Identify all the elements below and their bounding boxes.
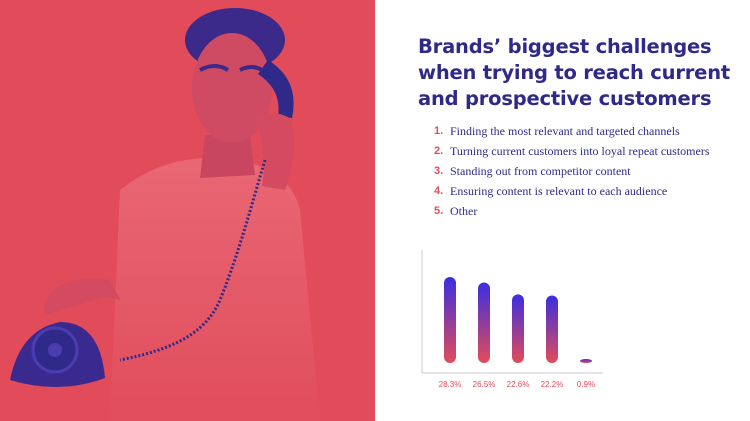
bar-label: 0.9% bbox=[577, 380, 595, 389]
bar-3 bbox=[512, 294, 524, 363]
list-item-number: 5. bbox=[434, 205, 444, 217]
challenge-list: 1. Finding the most relevant and targete… bbox=[434, 124, 720, 224]
list-item-number: 4. bbox=[434, 185, 444, 197]
list-item: 5. Other bbox=[434, 204, 720, 219]
bar-label: 22.6% bbox=[507, 380, 530, 389]
list-item-text: Other bbox=[450, 204, 478, 218]
list-item: 4. Ensuring content is relevant to each … bbox=[434, 184, 720, 199]
list-item-text: Turning current customers into loyal rep… bbox=[450, 144, 710, 158]
bar-1 bbox=[444, 277, 456, 363]
list-item: 1. Finding the most relevant and targete… bbox=[434, 124, 720, 139]
bar-chart: 28.3% 26.5% 22.6% 22.2% 0.9% bbox=[421, 250, 603, 389]
bar-5 bbox=[580, 359, 592, 363]
bar-label: 28.3% bbox=[439, 380, 462, 389]
hero-photo bbox=[0, 0, 375, 421]
list-item-number: 2. bbox=[434, 145, 444, 157]
bar-label: 26.5% bbox=[473, 380, 496, 389]
list-item-text: Ensuring content is relevant to each aud… bbox=[450, 184, 668, 198]
list-item-text: Finding the most relevant and targeted c… bbox=[450, 124, 680, 138]
list-item: 2. Turning current customers into loyal … bbox=[434, 144, 720, 159]
bar-label: 22.2% bbox=[541, 380, 564, 389]
list-item: 3. Standing out from competitor content bbox=[434, 164, 720, 179]
page-title: Brands’ biggest challenges when trying t… bbox=[418, 35, 730, 110]
bar-4 bbox=[546, 295, 558, 363]
list-item-number: 3. bbox=[434, 165, 444, 177]
list-item-text: Standing out from competitor content bbox=[450, 164, 631, 178]
list-item-number: 1. bbox=[434, 125, 444, 137]
bar-2 bbox=[478, 282, 490, 363]
